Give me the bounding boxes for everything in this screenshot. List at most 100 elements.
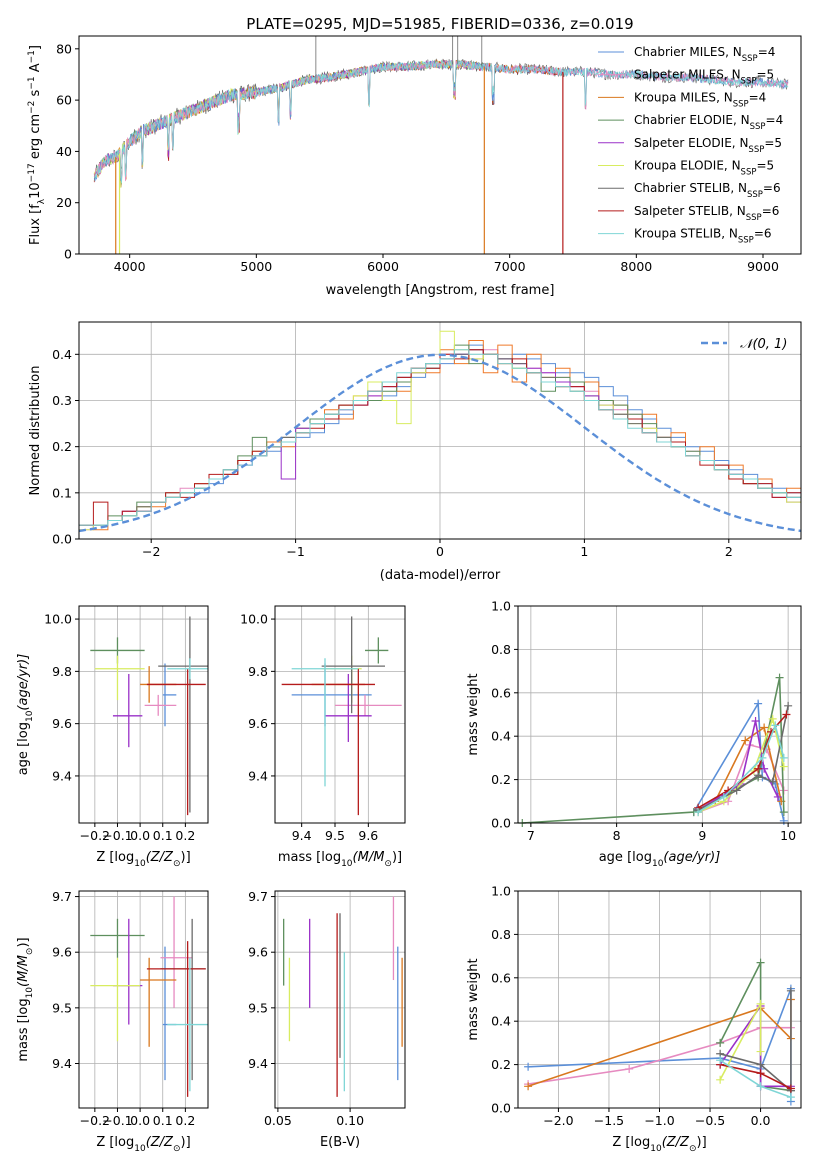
weight-marker-chabrier-elodie bbox=[756, 958, 765, 967]
x-tick-label: 1 bbox=[580, 544, 588, 559]
legend-part: = bbox=[764, 136, 774, 150]
label-part: age [log bbox=[599, 850, 652, 865]
x-tick-label: 8 bbox=[613, 828, 621, 843]
label-part: ⊙ bbox=[173, 1144, 181, 1154]
legend-part: SSP bbox=[742, 54, 758, 64]
y-tick-label: 9.7 bbox=[52, 889, 72, 904]
x-tick-label: 0.2 bbox=[175, 828, 195, 843]
legend-part: N bbox=[741, 113, 750, 127]
y-tick-label: 60 bbox=[56, 93, 72, 108]
legend-part: SSP bbox=[746, 213, 762, 223]
label-part: )] bbox=[392, 850, 402, 865]
weight-marker-kroupa-miles bbox=[741, 736, 750, 745]
x-axis-label: E(B-V) bbox=[320, 1135, 360, 1150]
y-tick-label: 0.6 bbox=[491, 685, 511, 700]
x-tick-label: 9 bbox=[698, 828, 706, 843]
x-tick-label: 0.05 bbox=[264, 1113, 292, 1128]
y-tick-label: 9.4 bbox=[52, 1056, 72, 1071]
weight-marker-salpeter-stelib bbox=[782, 710, 791, 719]
label-part: ⊙ bbox=[689, 1144, 697, 1154]
y-tick-label: 9.4 bbox=[248, 768, 268, 783]
x-tick-label: −0.5 bbox=[695, 1113, 725, 1128]
weight-marker-kroupa-stelib bbox=[779, 753, 788, 762]
y-axis-label: mass [log10(M/M⊙)] bbox=[16, 937, 35, 1061]
label-part: −1 bbox=[27, 50, 37, 63]
label-part: mass [log bbox=[16, 998, 31, 1061]
legend-part: SSP bbox=[733, 99, 749, 109]
legend-part: = bbox=[763, 181, 773, 195]
weight-marker-chabrier-stelib bbox=[732, 786, 741, 795]
axes-frame bbox=[274, 605, 406, 824]
x-tick-label: 4000 bbox=[114, 259, 146, 274]
legend-entry-kroupa-stelib: Kroupa STELIB, NSSP=6 bbox=[634, 227, 772, 246]
y-tick-label: 0.0 bbox=[491, 1101, 511, 1116]
label-part: )] bbox=[181, 850, 191, 865]
x-tick-label: −2 bbox=[142, 544, 160, 559]
weight-marker-chabrier-stelib bbox=[786, 986, 795, 995]
label-part: Flux [f bbox=[28, 204, 43, 245]
weight-marker-kroupa-stelib bbox=[758, 753, 767, 762]
x-axis-label: (data-model)/error bbox=[380, 568, 501, 583]
legend-part: SSP bbox=[741, 168, 757, 178]
x-axis-label: mass [log10(M/M⊙)] bbox=[278, 850, 402, 869]
axes-frame bbox=[78, 605, 209, 824]
weight-marker-chabrier-elodie bbox=[779, 808, 788, 817]
label-part: (Z/Z bbox=[146, 850, 174, 865]
legend-part: N bbox=[738, 181, 747, 195]
weight-marker-kroupa-stelib bbox=[716, 1056, 725, 1065]
legend-part: , bbox=[729, 204, 737, 218]
y-tick-label: 0.0 bbox=[491, 816, 511, 831]
legend-entry-salpeter-elodie: Salpeter ELODIE, NSSP=5 bbox=[634, 136, 782, 155]
label-part: 10 bbox=[341, 859, 353, 869]
residual-histogram-panel: −2 −1 0 1 2 0.0 0.1 0.2 0.3 0.4 𝒩(0, 1) (data-model… bbox=[28, 321, 802, 583]
legend-part: = bbox=[758, 45, 768, 59]
x-axis-label: Z [log10(Z/Z⊙)] bbox=[612, 1135, 706, 1154]
label-part: 10 bbox=[134, 859, 146, 869]
weight-marker-kroupa-stelib bbox=[771, 721, 780, 730]
legend-part: 5 bbox=[767, 159, 775, 173]
label-part: −1 bbox=[27, 76, 37, 89]
y-tick-label: 9.4 bbox=[52, 768, 72, 783]
label-part: ⊙ bbox=[384, 859, 392, 869]
label-part: (age/yr)] bbox=[663, 850, 720, 865]
label-part: 10 bbox=[25, 987, 35, 999]
y-tick-label: 0 bbox=[64, 247, 72, 262]
x-tick-label: 9.5 bbox=[325, 828, 345, 843]
weight-marker-salpeter-elodie bbox=[751, 717, 760, 726]
y-tick-label: 0.2 bbox=[491, 1057, 511, 1072]
label-part: erg cm bbox=[28, 114, 43, 163]
y-tick-label: 9.6 bbox=[248, 945, 268, 960]
legend-part: SSP bbox=[741, 77, 757, 87]
x-tick-label: 7000 bbox=[494, 259, 526, 274]
label-part: )] bbox=[697, 1135, 707, 1150]
weight-marker-chabrier-miles bbox=[524, 1062, 533, 1071]
y-tick-label: 10.0 bbox=[240, 612, 268, 627]
y-tick-label: 10.0 bbox=[44, 612, 72, 627]
y-tick-label: 9.4 bbox=[248, 1056, 268, 1071]
x-tick-label: −1 bbox=[286, 544, 304, 559]
label-part: ⊙ bbox=[173, 859, 181, 869]
massweight-vs-metallicity-panel: −2.0 −1.5 −1.0 −0.5 0.0 0.0 0.2 0.4 0.6 0.8 1.0 Z [… bbox=[466, 884, 802, 1154]
mass-vs-ebv-panel: 0.05 0.10 9.4 9.5 9.6 9.7 E(B-V) bbox=[248, 889, 406, 1150]
label-part: 10 bbox=[25, 710, 35, 722]
label-part: (M/M bbox=[16, 955, 31, 987]
age-vs-mass-panel: 9.4 9.5 9.6 9.4 9.6 9.8 10.0 mass [log10(M/M⊙)] bbox=[240, 605, 406, 869]
label-part: mass [log bbox=[278, 850, 341, 865]
label-part: (Z/Z bbox=[146, 1135, 174, 1150]
legend-part: = bbox=[756, 68, 766, 82]
label-part: 10 bbox=[134, 1144, 146, 1154]
legend-part: 5 bbox=[774, 136, 782, 150]
axes-frame bbox=[78, 890, 209, 1109]
legend-part: 6 bbox=[764, 227, 772, 241]
legend-part: Chabrier ELODIE bbox=[634, 113, 733, 127]
weight-line-chabrier-stelib bbox=[719, 990, 792, 1093]
weight-marker-chabrier-miles bbox=[754, 699, 763, 708]
weight-marker-salpeter-miles bbox=[625, 1064, 634, 1073]
label-part: −2 bbox=[27, 101, 37, 114]
x-tick-label: 0.10 bbox=[336, 1113, 364, 1128]
axes-frame bbox=[274, 890, 406, 1109]
weight-marker-chabrier-stelib bbox=[756, 1060, 765, 1069]
weight-marker-kroupa-miles bbox=[524, 1082, 533, 1091]
weight-marker-kroupa-elodie bbox=[768, 714, 777, 723]
legend-part: N bbox=[739, 136, 748, 150]
